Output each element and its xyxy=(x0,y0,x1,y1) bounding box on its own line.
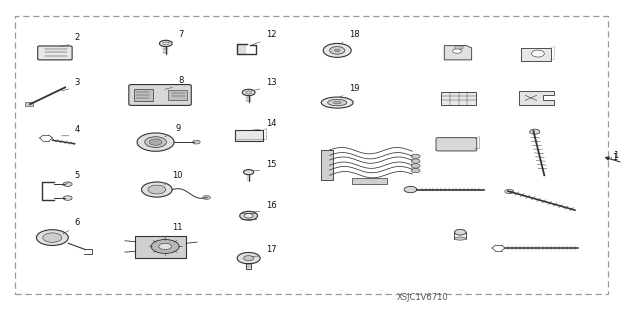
Polygon shape xyxy=(519,91,554,105)
Text: 1: 1 xyxy=(613,151,618,160)
Circle shape xyxy=(244,214,253,218)
Text: 1: 1 xyxy=(612,153,617,162)
Circle shape xyxy=(237,252,260,264)
Text: 6: 6 xyxy=(75,219,80,227)
Circle shape xyxy=(159,40,172,47)
Bar xyxy=(25,102,33,106)
Ellipse shape xyxy=(137,133,174,151)
Circle shape xyxy=(452,49,461,53)
Text: 2: 2 xyxy=(75,33,80,42)
Ellipse shape xyxy=(321,97,353,108)
Text: 12: 12 xyxy=(266,30,276,39)
FancyBboxPatch shape xyxy=(436,138,477,151)
Bar xyxy=(321,150,333,180)
FancyBboxPatch shape xyxy=(129,85,191,105)
Circle shape xyxy=(404,186,417,193)
Circle shape xyxy=(63,182,72,186)
Polygon shape xyxy=(237,44,245,54)
Bar xyxy=(134,89,153,101)
Ellipse shape xyxy=(532,50,544,57)
Text: 14: 14 xyxy=(266,119,276,128)
Bar xyxy=(352,178,387,184)
Circle shape xyxy=(505,189,514,194)
Ellipse shape xyxy=(454,229,466,235)
Circle shape xyxy=(411,164,420,168)
Ellipse shape xyxy=(454,237,466,240)
Text: XSJC1V6710: XSJC1V6710 xyxy=(396,293,448,302)
Bar xyxy=(15,16,608,294)
Ellipse shape xyxy=(43,233,62,242)
Circle shape xyxy=(151,240,179,253)
Text: 17: 17 xyxy=(266,245,276,254)
Text: 11: 11 xyxy=(172,223,182,232)
Circle shape xyxy=(244,256,253,261)
Text: 19: 19 xyxy=(349,84,359,93)
Text: 9: 9 xyxy=(175,124,180,133)
Text: 13: 13 xyxy=(266,78,276,87)
Bar xyxy=(135,236,186,258)
Circle shape xyxy=(243,89,255,96)
Bar xyxy=(455,46,463,48)
Text: 15: 15 xyxy=(266,160,276,169)
Ellipse shape xyxy=(145,137,166,147)
Ellipse shape xyxy=(36,230,68,246)
Circle shape xyxy=(323,43,351,57)
Polygon shape xyxy=(444,46,472,60)
Ellipse shape xyxy=(148,185,166,194)
Circle shape xyxy=(411,168,420,173)
Circle shape xyxy=(240,211,257,220)
Bar xyxy=(521,48,551,61)
Ellipse shape xyxy=(141,182,172,197)
Text: 3: 3 xyxy=(75,78,80,87)
FancyBboxPatch shape xyxy=(38,46,72,60)
Bar xyxy=(235,130,262,141)
Circle shape xyxy=(63,196,72,200)
Circle shape xyxy=(193,140,200,144)
Text: 5: 5 xyxy=(75,171,80,180)
Text: 18: 18 xyxy=(349,30,359,39)
Circle shape xyxy=(411,159,420,163)
Circle shape xyxy=(411,154,420,159)
Circle shape xyxy=(203,196,211,199)
Circle shape xyxy=(330,47,345,54)
Ellipse shape xyxy=(328,100,347,106)
Text: 7: 7 xyxy=(179,30,184,39)
Circle shape xyxy=(159,243,172,250)
Ellipse shape xyxy=(333,101,341,104)
Bar xyxy=(168,90,188,100)
Text: 4: 4 xyxy=(75,125,80,134)
Text: 8: 8 xyxy=(179,76,184,85)
Circle shape xyxy=(244,170,253,175)
Circle shape xyxy=(149,139,162,145)
Text: 16: 16 xyxy=(266,201,276,210)
Circle shape xyxy=(530,129,540,134)
Circle shape xyxy=(335,49,340,52)
Text: 10: 10 xyxy=(172,171,182,180)
Bar xyxy=(441,92,476,105)
